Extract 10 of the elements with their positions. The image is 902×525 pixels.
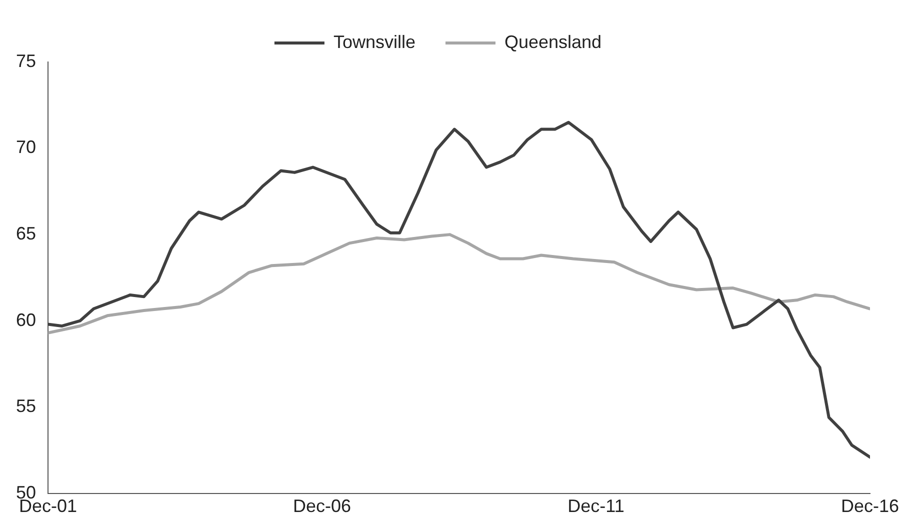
x-tick-label: Dec-11 xyxy=(568,496,624,516)
y-tick-label: 70 xyxy=(16,137,36,158)
legend-label: Townsville xyxy=(333,32,416,52)
y-tick-label: 60 xyxy=(16,310,36,330)
x-tick-label: Dec-16 xyxy=(840,496,900,516)
legend-label: Queensland xyxy=(504,32,602,52)
x-tick-label: Dec-06 xyxy=(292,496,352,516)
y-tick-label: 55 xyxy=(16,396,36,416)
y-tick-label: 75 xyxy=(16,50,36,71)
y-tick-label: 65 xyxy=(16,224,36,244)
